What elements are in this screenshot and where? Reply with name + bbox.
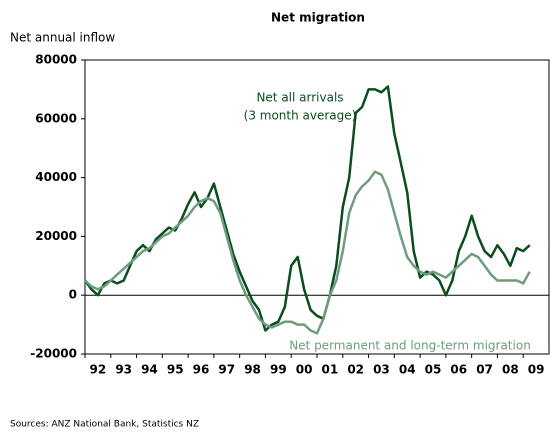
y-axis-label: Net annual inflow bbox=[10, 31, 115, 45]
x-tick-label: 98 bbox=[244, 363, 261, 377]
y-tick-label: -20000 bbox=[30, 347, 77, 361]
annotation: (3 month average) bbox=[244, 109, 357, 123]
x-tick-label: 99 bbox=[270, 363, 287, 377]
y-tick-label: 40000 bbox=[35, 170, 77, 184]
chart-title: Net migration bbox=[271, 11, 365, 25]
series-line bbox=[83, 85, 531, 332]
annotation: Net permanent and long-term migration bbox=[289, 339, 531, 353]
x-tick-label: 07 bbox=[476, 363, 493, 377]
x-tick-label: 93 bbox=[115, 363, 132, 377]
x-tick-label: 02 bbox=[347, 363, 364, 377]
x-tick-label: 06 bbox=[450, 363, 467, 377]
x-tick-label: 03 bbox=[373, 363, 390, 377]
y-tick-label: 60000 bbox=[35, 111, 77, 125]
source: Sources: ANZ National Bank, Statistics N… bbox=[10, 420, 199, 430]
x-tick-label: 94 bbox=[141, 363, 158, 377]
annotation: Net all arrivals bbox=[256, 91, 343, 105]
y-tick-label: 80000 bbox=[35, 53, 77, 67]
x-tick-label: 05 bbox=[425, 363, 442, 377]
x-tick-label: 00 bbox=[296, 363, 313, 377]
series-line bbox=[84, 170, 531, 335]
x-tick-label: 09 bbox=[528, 363, 545, 377]
y-tick-label: 20000 bbox=[35, 229, 77, 243]
x-tick-label: 92 bbox=[90, 363, 107, 377]
x-tick-label: 08 bbox=[502, 363, 519, 377]
x-tick-label: 04 bbox=[399, 363, 416, 377]
y-tick-label: 0 bbox=[69, 288, 77, 302]
x-tick-label: 97 bbox=[218, 363, 235, 377]
x-tick-label: 01 bbox=[322, 363, 339, 377]
x-tick-label: 95 bbox=[167, 363, 184, 377]
x-tick-label: 96 bbox=[193, 363, 210, 377]
